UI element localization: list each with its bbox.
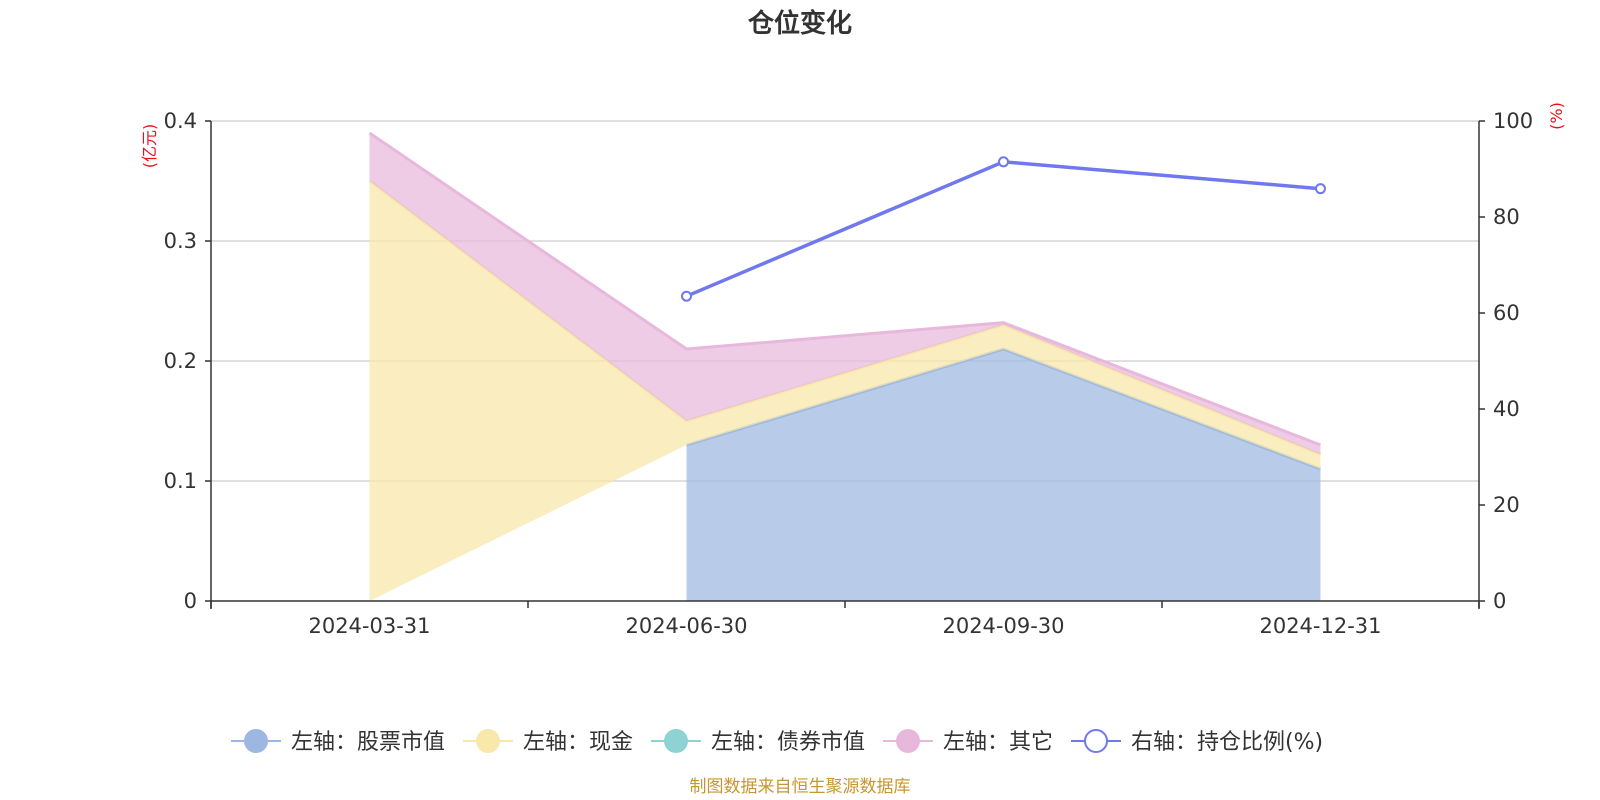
legend-item: 左轴：债券市值 [651, 729, 865, 755]
left-axis-unit: (亿元) [140, 124, 159, 169]
ratio-line [685, 160, 1321, 298]
legend-marker [896, 729, 920, 753]
x-tick-label: 2024-12-31 [1259, 614, 1381, 638]
legend-label: 左轴：债券市值 [711, 730, 865, 755]
legend-item: 左轴：其它 [883, 729, 1053, 755]
area-series-group [368, 131, 1322, 601]
legend-marker [664, 729, 688, 753]
legend-item: 左轴：现金 [463, 729, 633, 755]
area-edge-左轴：其它 [368, 131, 1322, 447]
right-tick-label: 0 [1493, 589, 1506, 613]
ratio-line-group [681, 156, 1326, 302]
legend-label: 左轴：其它 [943, 730, 1053, 755]
right-axis-unit: (%) [1547, 102, 1566, 130]
area-左轴：股票市值 [686, 349, 1321, 601]
right-tick-label: 100 [1493, 109, 1533, 133]
ratio-point [1315, 183, 1326, 195]
source-note: 制图数据来自恒生聚源数据库 [690, 777, 911, 797]
x-tick-label: 2024-06-30 [625, 614, 747, 638]
legend-item: 右轴：持仓比例(%) [1071, 729, 1323, 755]
axes: 0 0.1 0.2 0.3 0.4 0 20 40 60 80 100 2024-03-31 2024-… [164, 109, 1534, 638]
x-tick-label: 2024-03-31 [308, 614, 430, 638]
legend-label: 左轴：股票市值 [291, 730, 445, 755]
right-tick-label: 80 [1493, 205, 1520, 229]
legend-marker [1084, 729, 1108, 753]
left-tick-label: 0.3 [164, 229, 197, 253]
legend-label: 左轴：现金 [523, 730, 633, 755]
ratio-point [998, 156, 1009, 168]
left-tick-label: 0.4 [164, 109, 197, 133]
legend-item: 左轴：股票市值 [231, 729, 445, 755]
legend-label: 右轴：持仓比例(%) [1131, 730, 1323, 755]
legend: 左轴：股票市值 左轴：现金 左轴：债券市值 左轴：其它 右轴：持仓比例(%) [231, 729, 1323, 755]
left-tick-label: 0 [184, 589, 197, 613]
left-tick-label: 0.1 [164, 469, 197, 493]
right-tick-label: 40 [1493, 397, 1520, 421]
chart-title: 仓位变化 [747, 8, 852, 39]
ratio-point [681, 290, 692, 302]
area-左轴：其它 [369, 133, 1321, 455]
right-tick-label: 20 [1493, 493, 1520, 517]
right-tick-label: 60 [1493, 301, 1520, 325]
left-tick-label: 0.2 [164, 349, 197, 373]
legend-marker [476, 729, 500, 753]
x-tick-label: 2024-09-30 [942, 614, 1064, 638]
area-左轴：现金 [369, 181, 1321, 601]
legend-marker [244, 729, 268, 753]
